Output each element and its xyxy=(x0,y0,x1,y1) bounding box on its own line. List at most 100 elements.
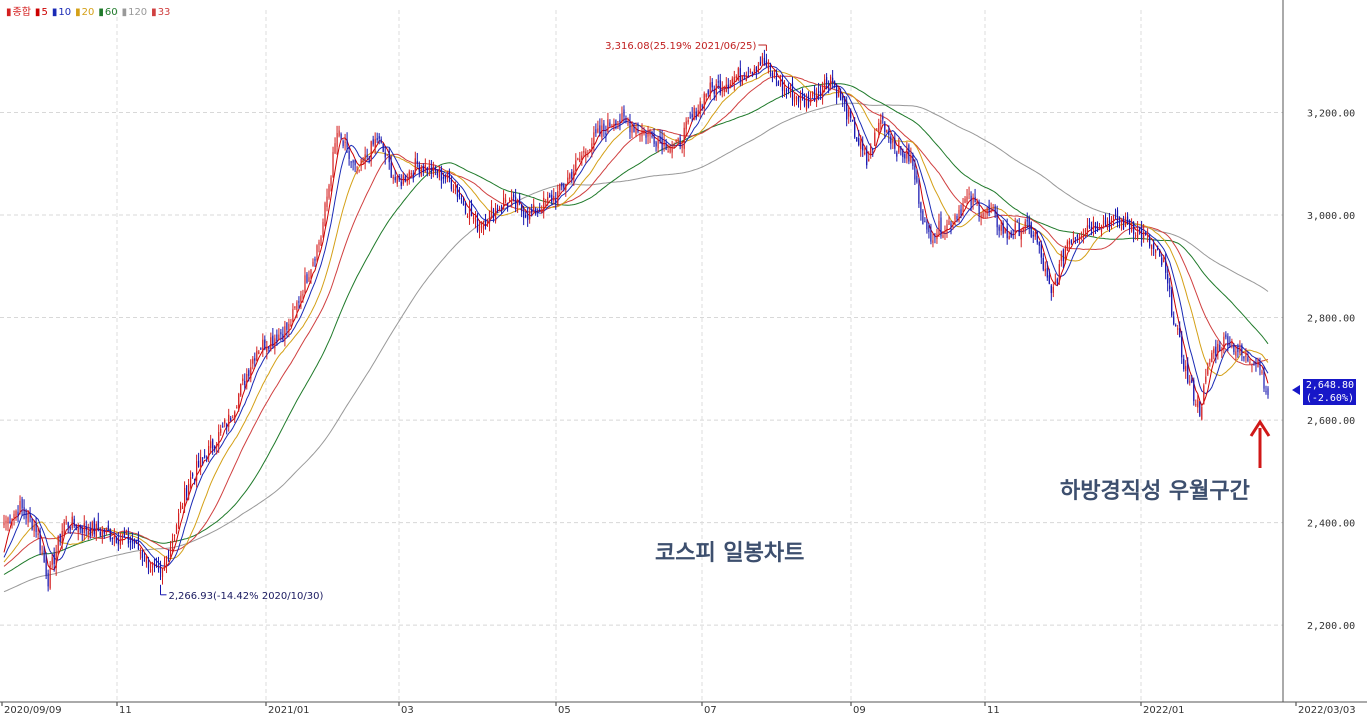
candle-body xyxy=(1207,367,1209,375)
candle-body xyxy=(344,141,346,143)
candle-body xyxy=(81,527,83,533)
candle-body xyxy=(531,209,533,213)
candle-body xyxy=(890,136,892,144)
candle-body xyxy=(1122,223,1125,230)
ma-line-120 xyxy=(3,102,1269,593)
candle-body xyxy=(121,535,123,542)
candle-body xyxy=(1201,406,1203,420)
candle-body xyxy=(988,204,990,213)
candle-body xyxy=(410,173,412,175)
x-tick-label: 07 xyxy=(704,705,717,716)
candle-body xyxy=(679,137,681,147)
candle-body xyxy=(822,86,824,97)
candle-body xyxy=(727,84,729,88)
high-annotation: 3,316.08(25.19% 2021/06/25) xyxy=(605,41,756,52)
candle-body xyxy=(1211,352,1213,363)
candle-body xyxy=(198,460,200,467)
candle-body xyxy=(404,176,406,182)
candle-body xyxy=(573,170,575,180)
candle-body xyxy=(35,522,37,532)
candle-body xyxy=(272,335,274,345)
candle-body xyxy=(9,521,11,524)
candle-body xyxy=(974,196,976,202)
candle-body xyxy=(129,541,131,543)
candle-body xyxy=(617,121,619,123)
candle-body xyxy=(928,225,930,232)
candle-body xyxy=(324,203,326,227)
candle-body xyxy=(83,523,85,533)
candle-body xyxy=(924,221,926,223)
candle-body xyxy=(1108,220,1111,228)
candle-body xyxy=(723,89,725,92)
candle-body xyxy=(320,237,322,245)
candle-body xyxy=(605,133,607,135)
candle-body xyxy=(659,136,661,141)
candle-body xyxy=(1084,230,1086,232)
candle-body xyxy=(89,529,91,536)
candle-body xyxy=(194,478,196,480)
candle-body xyxy=(460,198,462,200)
candle-body xyxy=(968,193,970,195)
candle-body xyxy=(480,226,483,228)
candle-body xyxy=(478,225,481,231)
candle-body xyxy=(1193,380,1195,402)
candle-body xyxy=(767,62,769,69)
candle-body xyxy=(801,92,804,97)
candle-body xyxy=(771,72,773,77)
candle-body xyxy=(428,165,430,170)
candle-body xyxy=(1227,336,1229,347)
candle-body xyxy=(868,159,870,162)
candle-body xyxy=(464,203,467,214)
candle-body xyxy=(167,555,170,559)
candle-body xyxy=(1062,249,1064,262)
candle-body xyxy=(107,525,109,531)
candle-body xyxy=(1036,231,1038,243)
candle-body xyxy=(611,125,613,127)
candle-body xyxy=(1147,234,1149,236)
candle-body xyxy=(555,199,557,203)
candle-body xyxy=(1042,258,1044,270)
candle-body xyxy=(980,214,982,218)
candle-body xyxy=(1000,225,1002,231)
candle-body xyxy=(970,195,972,206)
candle-body xyxy=(73,518,75,527)
candle-body xyxy=(1004,228,1006,233)
candle-body xyxy=(1102,220,1105,228)
candle-body xyxy=(862,143,864,151)
candle-body xyxy=(192,473,194,477)
candle-body xyxy=(1135,235,1137,237)
candle-body xyxy=(836,84,838,98)
candle-body xyxy=(113,536,115,539)
candle-body xyxy=(583,151,585,153)
candle-body xyxy=(125,532,127,535)
candle-body xyxy=(101,529,103,539)
candle-body xyxy=(155,564,158,566)
candle-body xyxy=(398,176,400,180)
candle-body xyxy=(175,525,178,533)
x-tick-label: 2020/09/09 xyxy=(4,705,62,716)
candle-body xyxy=(922,210,924,225)
candle-body xyxy=(569,174,571,179)
candle-body xyxy=(816,93,818,103)
candle-body xyxy=(649,132,651,136)
candle-body xyxy=(629,122,631,133)
candle-body xyxy=(515,196,517,208)
candle-body xyxy=(1024,221,1026,230)
candle-body xyxy=(322,222,324,235)
candle-body xyxy=(310,269,312,279)
candle-body xyxy=(641,130,643,137)
candle-body xyxy=(376,138,378,140)
candle-body xyxy=(1026,220,1028,222)
candle-body xyxy=(45,559,47,576)
candle-body xyxy=(543,197,545,213)
candle-body xyxy=(1010,232,1012,238)
candle-body xyxy=(609,122,611,127)
candle-body xyxy=(761,56,763,64)
candle-body xyxy=(430,168,432,174)
candle-body xyxy=(63,521,65,535)
candle-body xyxy=(884,122,886,133)
candle-body xyxy=(131,539,133,543)
candle-body xyxy=(216,444,218,447)
candle-body xyxy=(7,517,9,524)
candle-body xyxy=(954,215,956,220)
